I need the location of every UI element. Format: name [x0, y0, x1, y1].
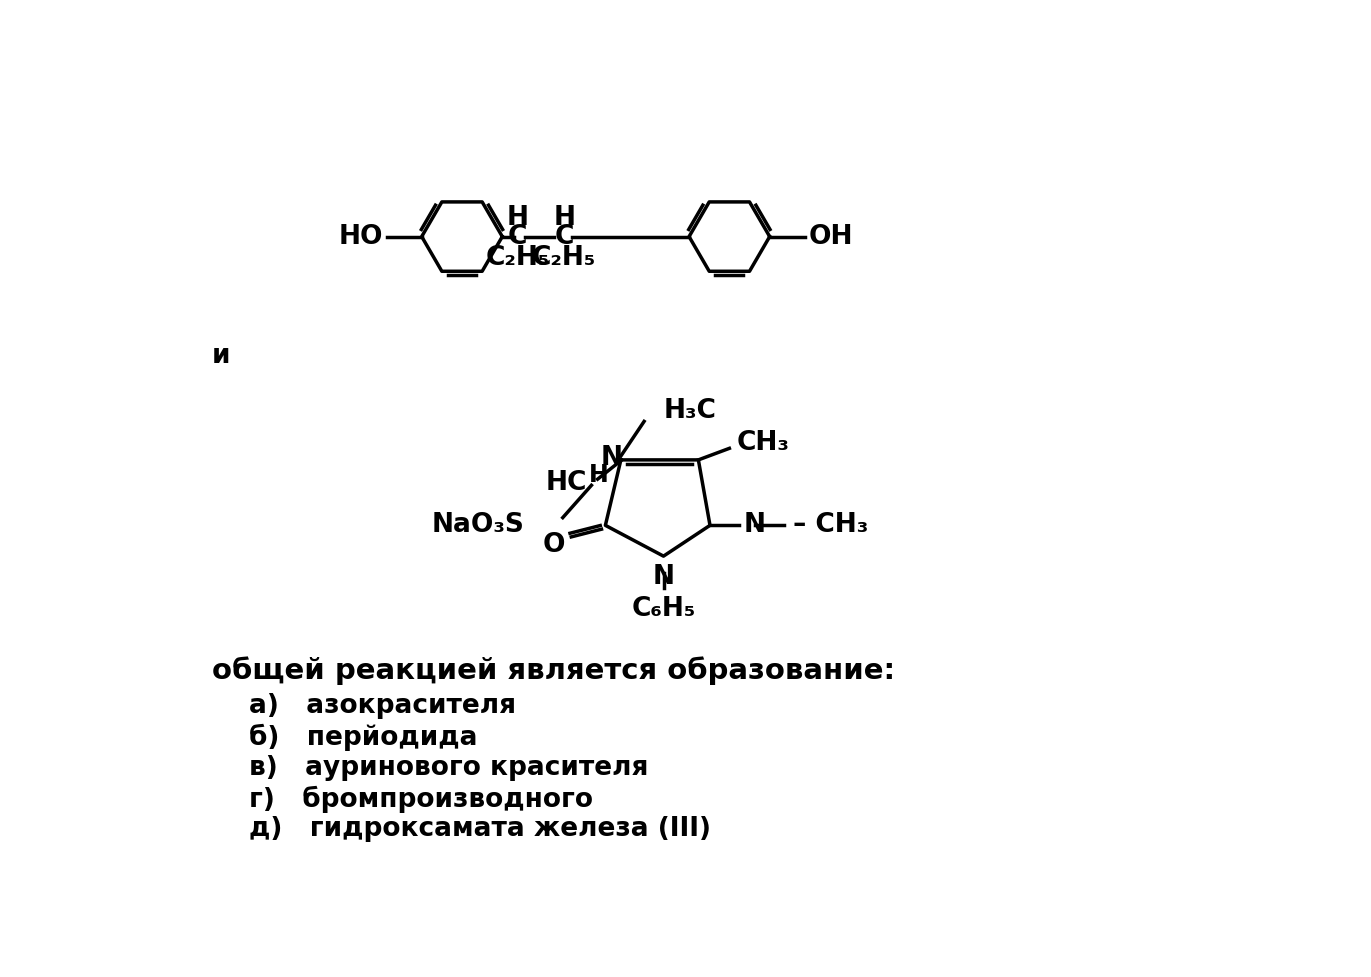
Text: C: C [555, 224, 574, 249]
Text: C₂H₅: C₂H₅ [485, 245, 550, 272]
Text: – CH₃: – CH₃ [784, 512, 868, 538]
Text: H: H [507, 205, 529, 232]
Text: C: C [509, 224, 528, 249]
Text: OH: OH [809, 224, 853, 249]
Text: N: N [653, 564, 675, 590]
Text: H: H [590, 463, 609, 488]
Text: в)   ауринового красителя: в) ауринового красителя [250, 755, 648, 781]
Text: HO: HO [339, 224, 383, 249]
Text: HC: HC [546, 470, 587, 496]
Text: O: O [543, 532, 565, 559]
Text: C₆H₅: C₆H₅ [631, 596, 695, 622]
Text: общей реакцией является образование:: общей реакцией является образование: [211, 657, 895, 685]
Text: г)   бромпроизводного: г) бромпроизводного [250, 786, 592, 813]
Text: а)   азокрасителя: а) азокрасителя [250, 694, 515, 719]
Text: CH₃: CH₃ [738, 430, 790, 456]
Text: H: H [554, 205, 576, 232]
Text: б)   перйодида: б) перйодида [250, 724, 477, 751]
Text: C₂H₅: C₂H₅ [532, 245, 596, 272]
Text: и: и [211, 343, 230, 369]
Text: д)   гидроксамата железа (III): д) гидроксамата железа (III) [250, 817, 712, 842]
Text: H₃C: H₃C [664, 398, 717, 424]
Text: NaO₃S: NaO₃S [430, 512, 524, 538]
Text: N: N [743, 512, 765, 538]
Text: N: N [600, 446, 622, 471]
